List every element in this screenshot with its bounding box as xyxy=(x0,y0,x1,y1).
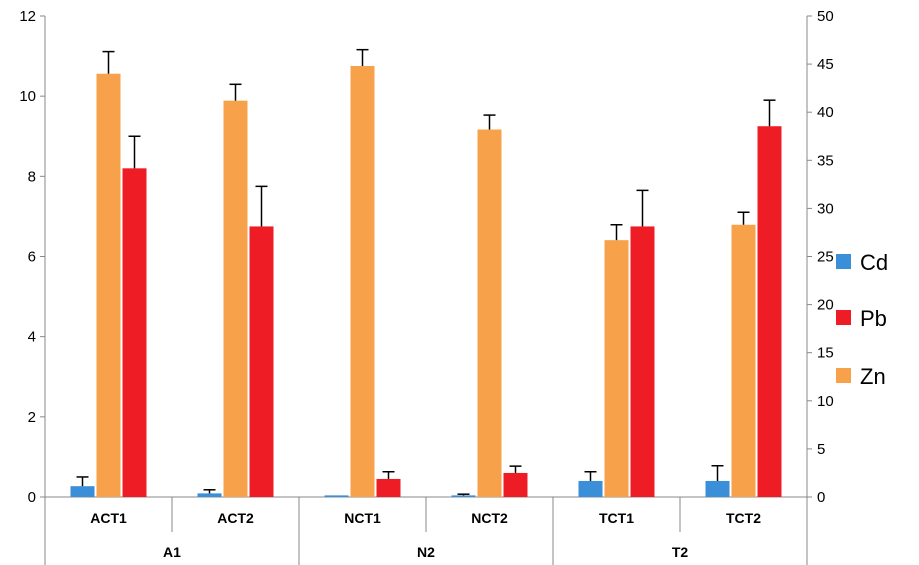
legend-swatch-cd xyxy=(836,254,851,269)
legend-label-zn: Zn xyxy=(860,364,886,389)
bar-pb xyxy=(503,472,528,497)
bar-cd xyxy=(324,495,349,497)
bar-zn xyxy=(96,73,121,497)
right-tick-label: 30 xyxy=(817,200,834,217)
right-tick-label: 50 xyxy=(817,8,834,25)
bar-pb xyxy=(122,168,147,498)
group-label: T2 xyxy=(672,544,689,560)
bar-zn xyxy=(223,100,248,497)
legend-label-pb: Pb xyxy=(860,306,887,331)
right-tick-label: 15 xyxy=(817,345,834,362)
bar-zn xyxy=(350,66,375,498)
bar-zn xyxy=(604,240,629,497)
bar-pb xyxy=(249,226,274,497)
bar-cd xyxy=(70,486,95,497)
category-label: TCT2 xyxy=(726,510,761,526)
right-tick-label: 35 xyxy=(817,152,834,169)
left-tick-label: 2 xyxy=(28,409,36,426)
left-tick-label: 4 xyxy=(28,329,36,346)
bar-zn xyxy=(731,224,756,497)
bar-cd xyxy=(451,495,476,497)
legend-swatch-zn xyxy=(836,368,851,383)
bar-pb xyxy=(376,478,401,497)
left-tick-label: 0 xyxy=(28,489,36,506)
category-label: ACT1 xyxy=(90,510,127,526)
group-label: A1 xyxy=(163,544,181,560)
right-tick-label: 45 xyxy=(817,56,834,73)
bar-zn xyxy=(477,129,502,498)
left-tick-label: 12 xyxy=(19,8,36,25)
right-tick-label: 25 xyxy=(817,249,834,266)
bar-cd xyxy=(197,493,222,497)
right-tick-label: 40 xyxy=(817,104,834,121)
right-tick-label: 5 xyxy=(817,441,825,458)
right-tick-label: 20 xyxy=(817,297,834,314)
group-label: N2 xyxy=(417,544,435,560)
bar-cd xyxy=(705,480,730,497)
right-tick-label: 0 xyxy=(817,489,825,506)
left-tick-label: 10 xyxy=(19,88,36,105)
category-label: NCT2 xyxy=(471,510,508,526)
category-label: NCT1 xyxy=(344,510,381,526)
bar-pb xyxy=(757,126,782,498)
category-label: ACT2 xyxy=(217,510,254,526)
left-tick-label: 6 xyxy=(28,249,36,266)
right-tick-label: 10 xyxy=(817,393,834,410)
bar-cd xyxy=(578,480,603,497)
bar-pb xyxy=(630,226,655,497)
left-tick-label: 8 xyxy=(28,168,36,185)
legend-label-cd: Cd xyxy=(860,250,888,275)
legend-swatch-pb xyxy=(836,310,851,325)
category-label: TCT1 xyxy=(599,510,634,526)
